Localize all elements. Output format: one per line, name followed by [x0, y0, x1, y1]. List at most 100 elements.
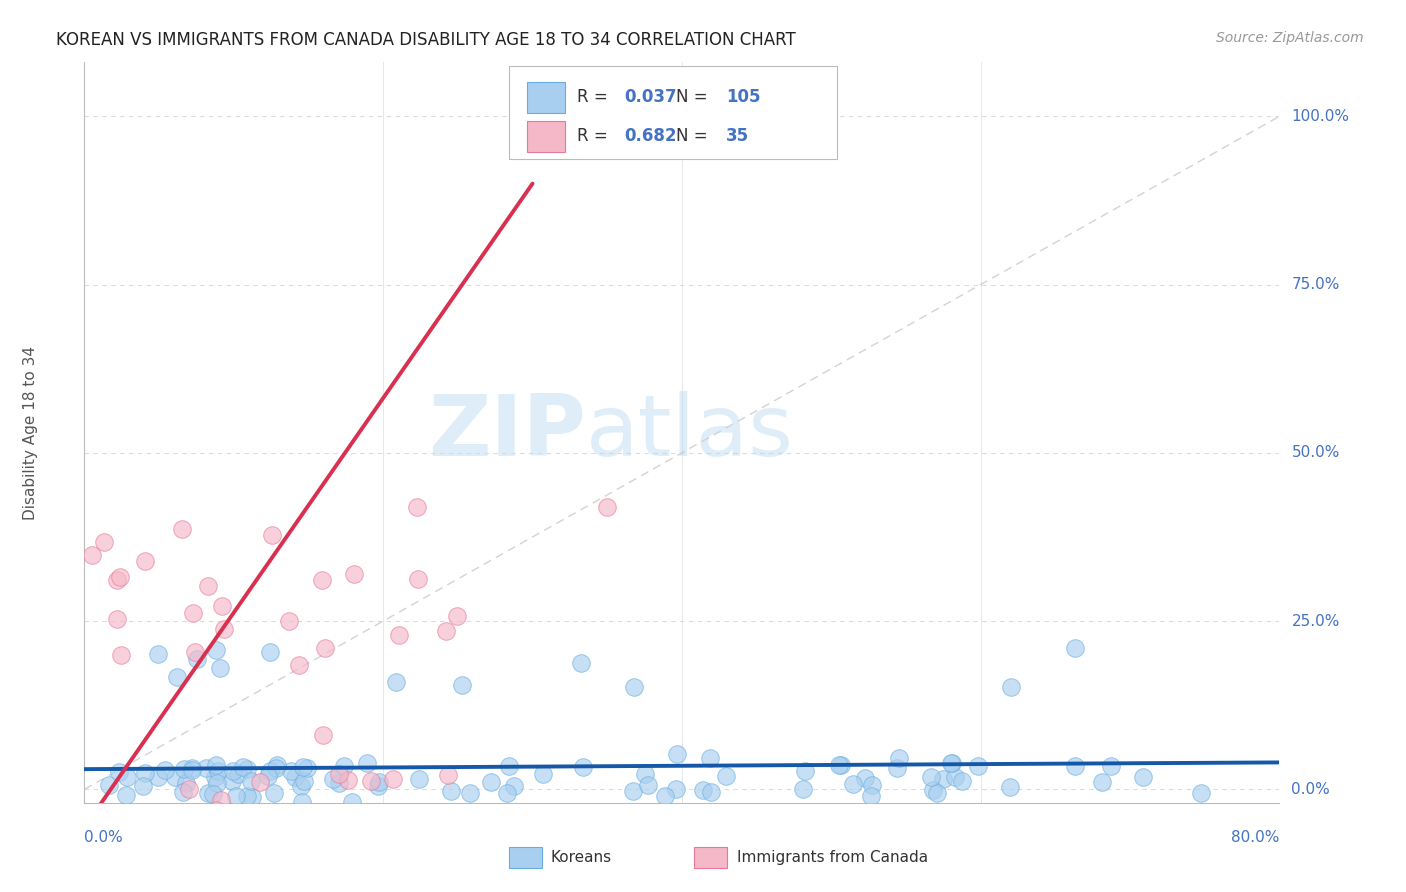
Point: [596, 500, 619, 514]
FancyBboxPatch shape: [695, 847, 727, 868]
Point: [623, 680, 645, 694]
Point: [333, 758, 356, 772]
Point: [177, 782, 200, 797]
Text: 0.682: 0.682: [624, 128, 678, 145]
Point: [569, 656, 592, 670]
Point: [134, 765, 156, 780]
Point: [186, 652, 208, 666]
Point: [264, 761, 287, 775]
Point: [922, 783, 945, 797]
Point: [314, 640, 336, 655]
Point: [1132, 770, 1154, 784]
Point: [446, 609, 468, 624]
Point: [105, 612, 128, 626]
Text: atlas: atlas: [586, 391, 794, 475]
Point: [792, 782, 814, 797]
Point: [214, 622, 236, 636]
Text: KOREAN VS IMMIGRANTS FROM CANADA DISABILITY AGE 18 TO 34 CORRELATION CHART: KOREAN VS IMMIGRANTS FROM CANADA DISABIL…: [56, 31, 796, 49]
Point: [132, 779, 155, 793]
Point: [205, 758, 228, 772]
Text: 0.0%: 0.0%: [84, 830, 124, 845]
Text: 35: 35: [725, 128, 749, 145]
Text: 0.0%: 0.0%: [1292, 782, 1330, 797]
Point: [998, 780, 1021, 795]
FancyBboxPatch shape: [527, 121, 565, 152]
Text: R =: R =: [576, 128, 613, 145]
Text: 0.037: 0.037: [624, 88, 678, 106]
FancyBboxPatch shape: [527, 82, 565, 112]
Point: [408, 772, 430, 786]
Point: [197, 579, 219, 593]
Point: [859, 789, 882, 804]
Point: [259, 645, 281, 659]
Point: [266, 758, 288, 772]
Point: [98, 778, 121, 792]
Point: [107, 765, 129, 780]
Point: [236, 762, 259, 776]
Point: [692, 783, 714, 797]
Text: 25.0%: 25.0%: [1292, 614, 1340, 629]
Point: [204, 770, 226, 784]
Point: [950, 774, 973, 789]
Point: [360, 773, 382, 788]
Point: [235, 789, 257, 803]
Point: [634, 766, 657, 780]
Point: [408, 572, 430, 586]
Point: [531, 766, 554, 780]
Point: [256, 769, 278, 783]
Point: [165, 770, 187, 784]
Text: 100.0%: 100.0%: [1292, 109, 1350, 124]
Text: N =: N =: [676, 88, 713, 106]
Point: [827, 757, 849, 772]
Text: Source: ZipAtlas.com: Source: ZipAtlas.com: [1216, 31, 1364, 45]
Point: [637, 779, 659, 793]
Point: [211, 599, 233, 614]
Point: [170, 522, 193, 536]
Point: [621, 783, 644, 797]
Point: [311, 574, 333, 588]
Text: 75.0%: 75.0%: [1292, 277, 1340, 292]
Point: [208, 661, 231, 675]
Point: [1099, 758, 1122, 772]
Point: [842, 777, 865, 791]
Point: [322, 772, 344, 786]
Point: [288, 658, 311, 673]
Text: 50.0%: 50.0%: [1292, 445, 1340, 460]
Text: N =: N =: [676, 128, 713, 145]
Point: [886, 761, 908, 775]
Point: [381, 772, 404, 787]
Point: [197, 786, 219, 800]
Point: [941, 756, 963, 770]
Point: [295, 761, 318, 775]
Point: [714, 769, 737, 783]
Point: [205, 803, 228, 817]
Point: [887, 751, 910, 765]
Point: [437, 768, 460, 782]
Point: [115, 770, 138, 784]
Point: [166, 670, 188, 684]
Point: [292, 773, 315, 788]
Point: [173, 762, 195, 776]
Point: [260, 528, 283, 542]
Point: [932, 772, 955, 786]
Point: [181, 607, 204, 621]
Point: [388, 628, 411, 642]
Text: Koreans: Koreans: [551, 850, 612, 865]
Point: [966, 758, 988, 772]
Point: [1091, 774, 1114, 789]
Point: [226, 766, 249, 780]
Point: [654, 789, 676, 804]
Point: [82, 548, 104, 562]
Point: [830, 757, 852, 772]
Point: [148, 647, 170, 661]
Point: [172, 785, 194, 799]
Point: [699, 751, 721, 765]
Point: [242, 790, 264, 805]
Point: [201, 788, 224, 802]
Point: [291, 760, 314, 774]
Point: [368, 774, 391, 789]
Point: [259, 764, 281, 778]
Point: [498, 759, 520, 773]
Point: [367, 779, 389, 793]
Point: [479, 775, 502, 789]
